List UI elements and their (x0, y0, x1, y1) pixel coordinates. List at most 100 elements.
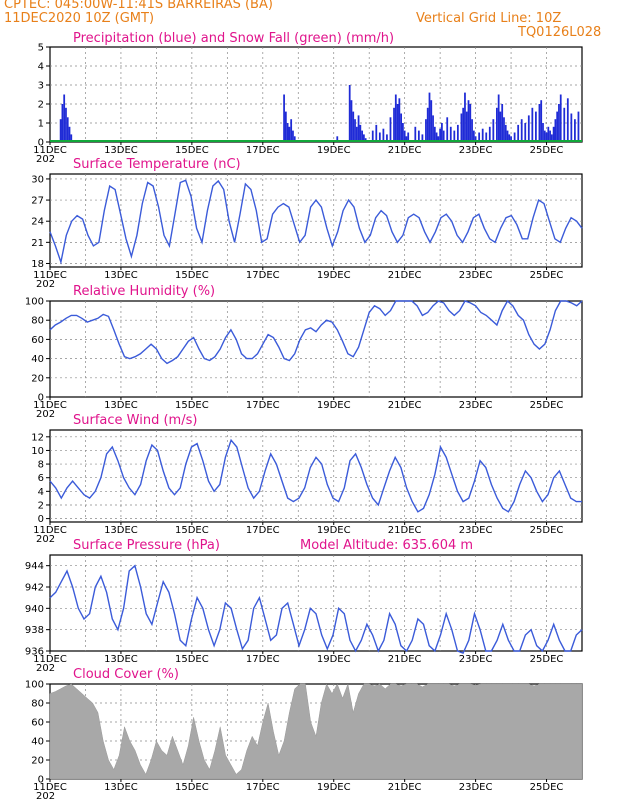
x-tick-label: 17DEC (246, 525, 280, 536)
precip-bar (478, 132, 481, 142)
x-tick-label: 25DEC (530, 400, 564, 411)
year-label: 202 (36, 279, 55, 290)
y-tick-label: 944 (25, 561, 44, 572)
precip-bar (286, 123, 289, 142)
precip-bar (453, 130, 456, 142)
y-tick-label: 80 (31, 699, 44, 710)
precip-bar (556, 111, 559, 142)
y-tick-label: 27 (31, 196, 44, 207)
x-tick-label: 21DEC (388, 400, 422, 411)
precip-bar (504, 124, 507, 142)
precip-bar (70, 134, 73, 142)
precip-bar (510, 136, 512, 142)
year-label: 202 (36, 154, 55, 165)
precip-bar (393, 107, 395, 142)
precip-bar (430, 100, 433, 142)
rh-title: Relative Humidity (%) (73, 284, 215, 299)
y-tick-label: 5 (38, 43, 44, 54)
precip-bar (543, 130, 546, 142)
precip-bar (449, 126, 452, 142)
plot-frame (49, 554, 583, 652)
x-tick-label: 25DEC (530, 145, 564, 156)
y-tick-label: 942 (25, 583, 44, 594)
x-tick-label: 15DEC (175, 525, 209, 536)
x-tick-label: 23DEC (459, 270, 493, 281)
y-tick-label: 12 (31, 432, 44, 443)
precip-bar (378, 132, 381, 142)
precip-bar (292, 130, 294, 142)
pressure-title: Surface Pressure (hPa) (73, 538, 220, 553)
precip-bar (441, 123, 443, 142)
y-tick-label: 2 (38, 500, 44, 511)
precip-bar (428, 92, 431, 142)
grid-line-note: Vertical Grid Line: 10Z (416, 11, 562, 26)
precip-bar (371, 130, 374, 142)
precip-bar (59, 119, 62, 142)
precip-bar (402, 123, 404, 142)
x-tick-label: 13DEC (104, 654, 138, 665)
precip-bar (520, 119, 523, 142)
precip-bar (540, 100, 543, 142)
year-label: 202 (36, 409, 55, 420)
y-tick-label: 80 (31, 316, 44, 327)
precip-bar (421, 134, 424, 142)
x-tick-label: 25DEC (530, 782, 564, 793)
x-tick-label: 19DEC (317, 782, 351, 793)
year-label: 202 (36, 791, 55, 800)
precip-bar (559, 94, 562, 142)
year-label: 202 (36, 663, 55, 674)
temp-panel: 18 21 24 27 30 11DEC 13DEC 15DEC 17DEC 19DEC 21DEC… (31, 157, 583, 290)
precip-bar (437, 136, 440, 142)
y-tick-label: 4 (38, 62, 44, 73)
precip-bar (348, 85, 351, 142)
x-tick-label: 13DEC (104, 525, 138, 536)
precip-bar (503, 117, 505, 142)
precip-bar (464, 92, 466, 142)
precip-bar (550, 134, 553, 142)
precip-bar (469, 104, 472, 142)
temp-curve (49, 179, 583, 265)
precip-bar (362, 134, 365, 142)
x-tick-label: 23DEC (459, 400, 493, 411)
y-tick-label: 20 (31, 373, 44, 384)
precip-bar (488, 126, 491, 142)
model-altitude-label: Model Altitude: 635.604 m (300, 538, 473, 553)
precip-bar (400, 113, 403, 142)
precip-bar (359, 124, 362, 142)
y-tick-label: 936 (25, 647, 44, 658)
y-tick-label: 30 (31, 174, 44, 185)
x-tick-label: 19DEC (317, 654, 351, 665)
precip-bar (283, 94, 285, 142)
x-tick-label: 21DEC (388, 145, 422, 156)
precip-bar (442, 130, 445, 142)
precip-bar (350, 100, 353, 142)
y-tick-label: 2 (38, 100, 44, 111)
x-tick-label: 23DEC (459, 782, 493, 793)
precip-bar (574, 119, 576, 142)
x-tick-label: 23DEC (459, 654, 493, 665)
x-tick-label: 15DEC (175, 270, 209, 281)
y-tick-label: 6 (38, 473, 44, 484)
x-tick-label: 17DEC (246, 270, 280, 281)
temp-title: Surface Temperature (nC) (73, 157, 241, 172)
precip-bar (439, 128, 442, 142)
precip-bar (398, 98, 401, 142)
x-tick-label: 19DEC (317, 145, 351, 156)
y-tick-label: 24 (31, 217, 44, 228)
precip-bar (405, 136, 408, 142)
x-tick-label: 23DEC (459, 145, 493, 156)
precip-bar (336, 136, 339, 142)
x-tick-label: 13DEC (104, 400, 138, 411)
precip-bar (552, 126, 555, 142)
y-tick-label: 60 (31, 335, 44, 346)
y-tick-label: 1 (38, 119, 44, 130)
precip-bar (513, 132, 516, 142)
precip-bar (542, 123, 544, 142)
date-title: 11DEC2020 10Z (GMT) (4, 11, 155, 26)
precip-panel: 0 1 2 3 4 5 11DEC 13DEC 15DEC 17DEC 19DEC 21DEC 23DE… (33, 31, 583, 165)
cloud-cover-area (49, 683, 583, 780)
plot-frame (49, 300, 583, 398)
x-tick-label: 15DEC (175, 400, 209, 411)
precip-bar (354, 119, 356, 142)
